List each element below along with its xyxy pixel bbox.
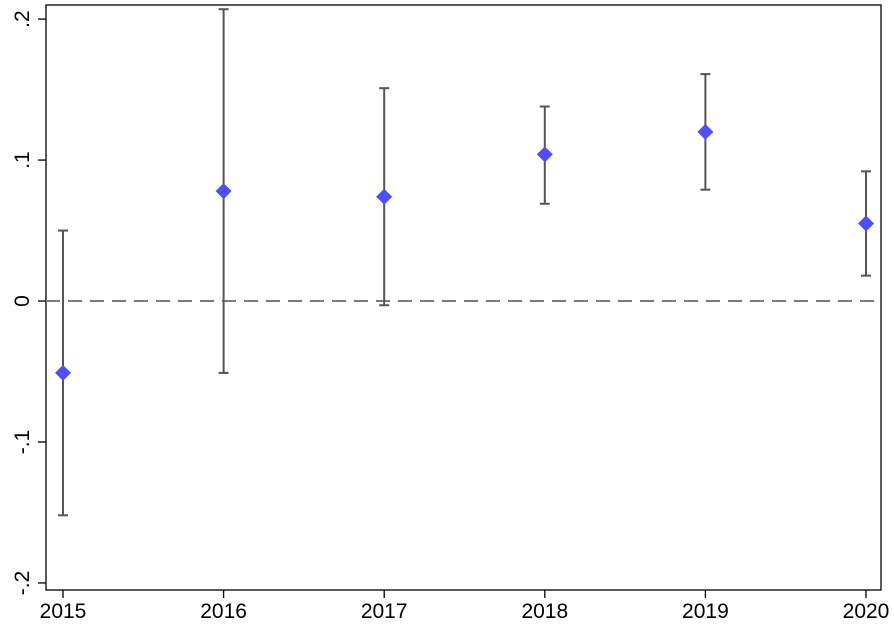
point-estimate-marker (215, 183, 232, 200)
x-axis: 2015 2016 2017 2018 2019 2020 (40, 590, 890, 623)
point-estimate-marker (536, 146, 553, 163)
y-tick-label: .2 (11, 10, 34, 28)
y-tick-label: -.1 (11, 430, 34, 455)
estimate-2020 (858, 170, 874, 277)
y-axis: .2 .1 0 -.1 -.2 (11, 10, 46, 595)
estimate-2019 (697, 73, 714, 191)
plot-frame (45, 4, 882, 591)
x-tick-label: 2018 (521, 600, 568, 623)
estimate-2016 (215, 8, 232, 374)
point-estimate-marker (858, 215, 874, 232)
x-tick-label: 2016 (200, 600, 247, 623)
x-tick-label: 2020 (843, 600, 890, 623)
y-tick-label: -.2 (11, 571, 34, 596)
data-marks (55, 8, 874, 517)
estimate-2015 (55, 229, 71, 517)
y-tick-label: 0 (11, 295, 34, 307)
estimate-2018 (536, 105, 553, 205)
point-estimate-marker (376, 188, 393, 205)
x-tick-label: 2015 (40, 600, 87, 623)
x-tick-label: 2019 (682, 600, 729, 623)
point-estimate-marker (55, 364, 71, 381)
point-estimate-marker (697, 123, 714, 140)
estimate-2017 (376, 87, 393, 307)
y-tick-label: .1 (11, 151, 34, 169)
x-tick-label: 2017 (361, 600, 408, 623)
